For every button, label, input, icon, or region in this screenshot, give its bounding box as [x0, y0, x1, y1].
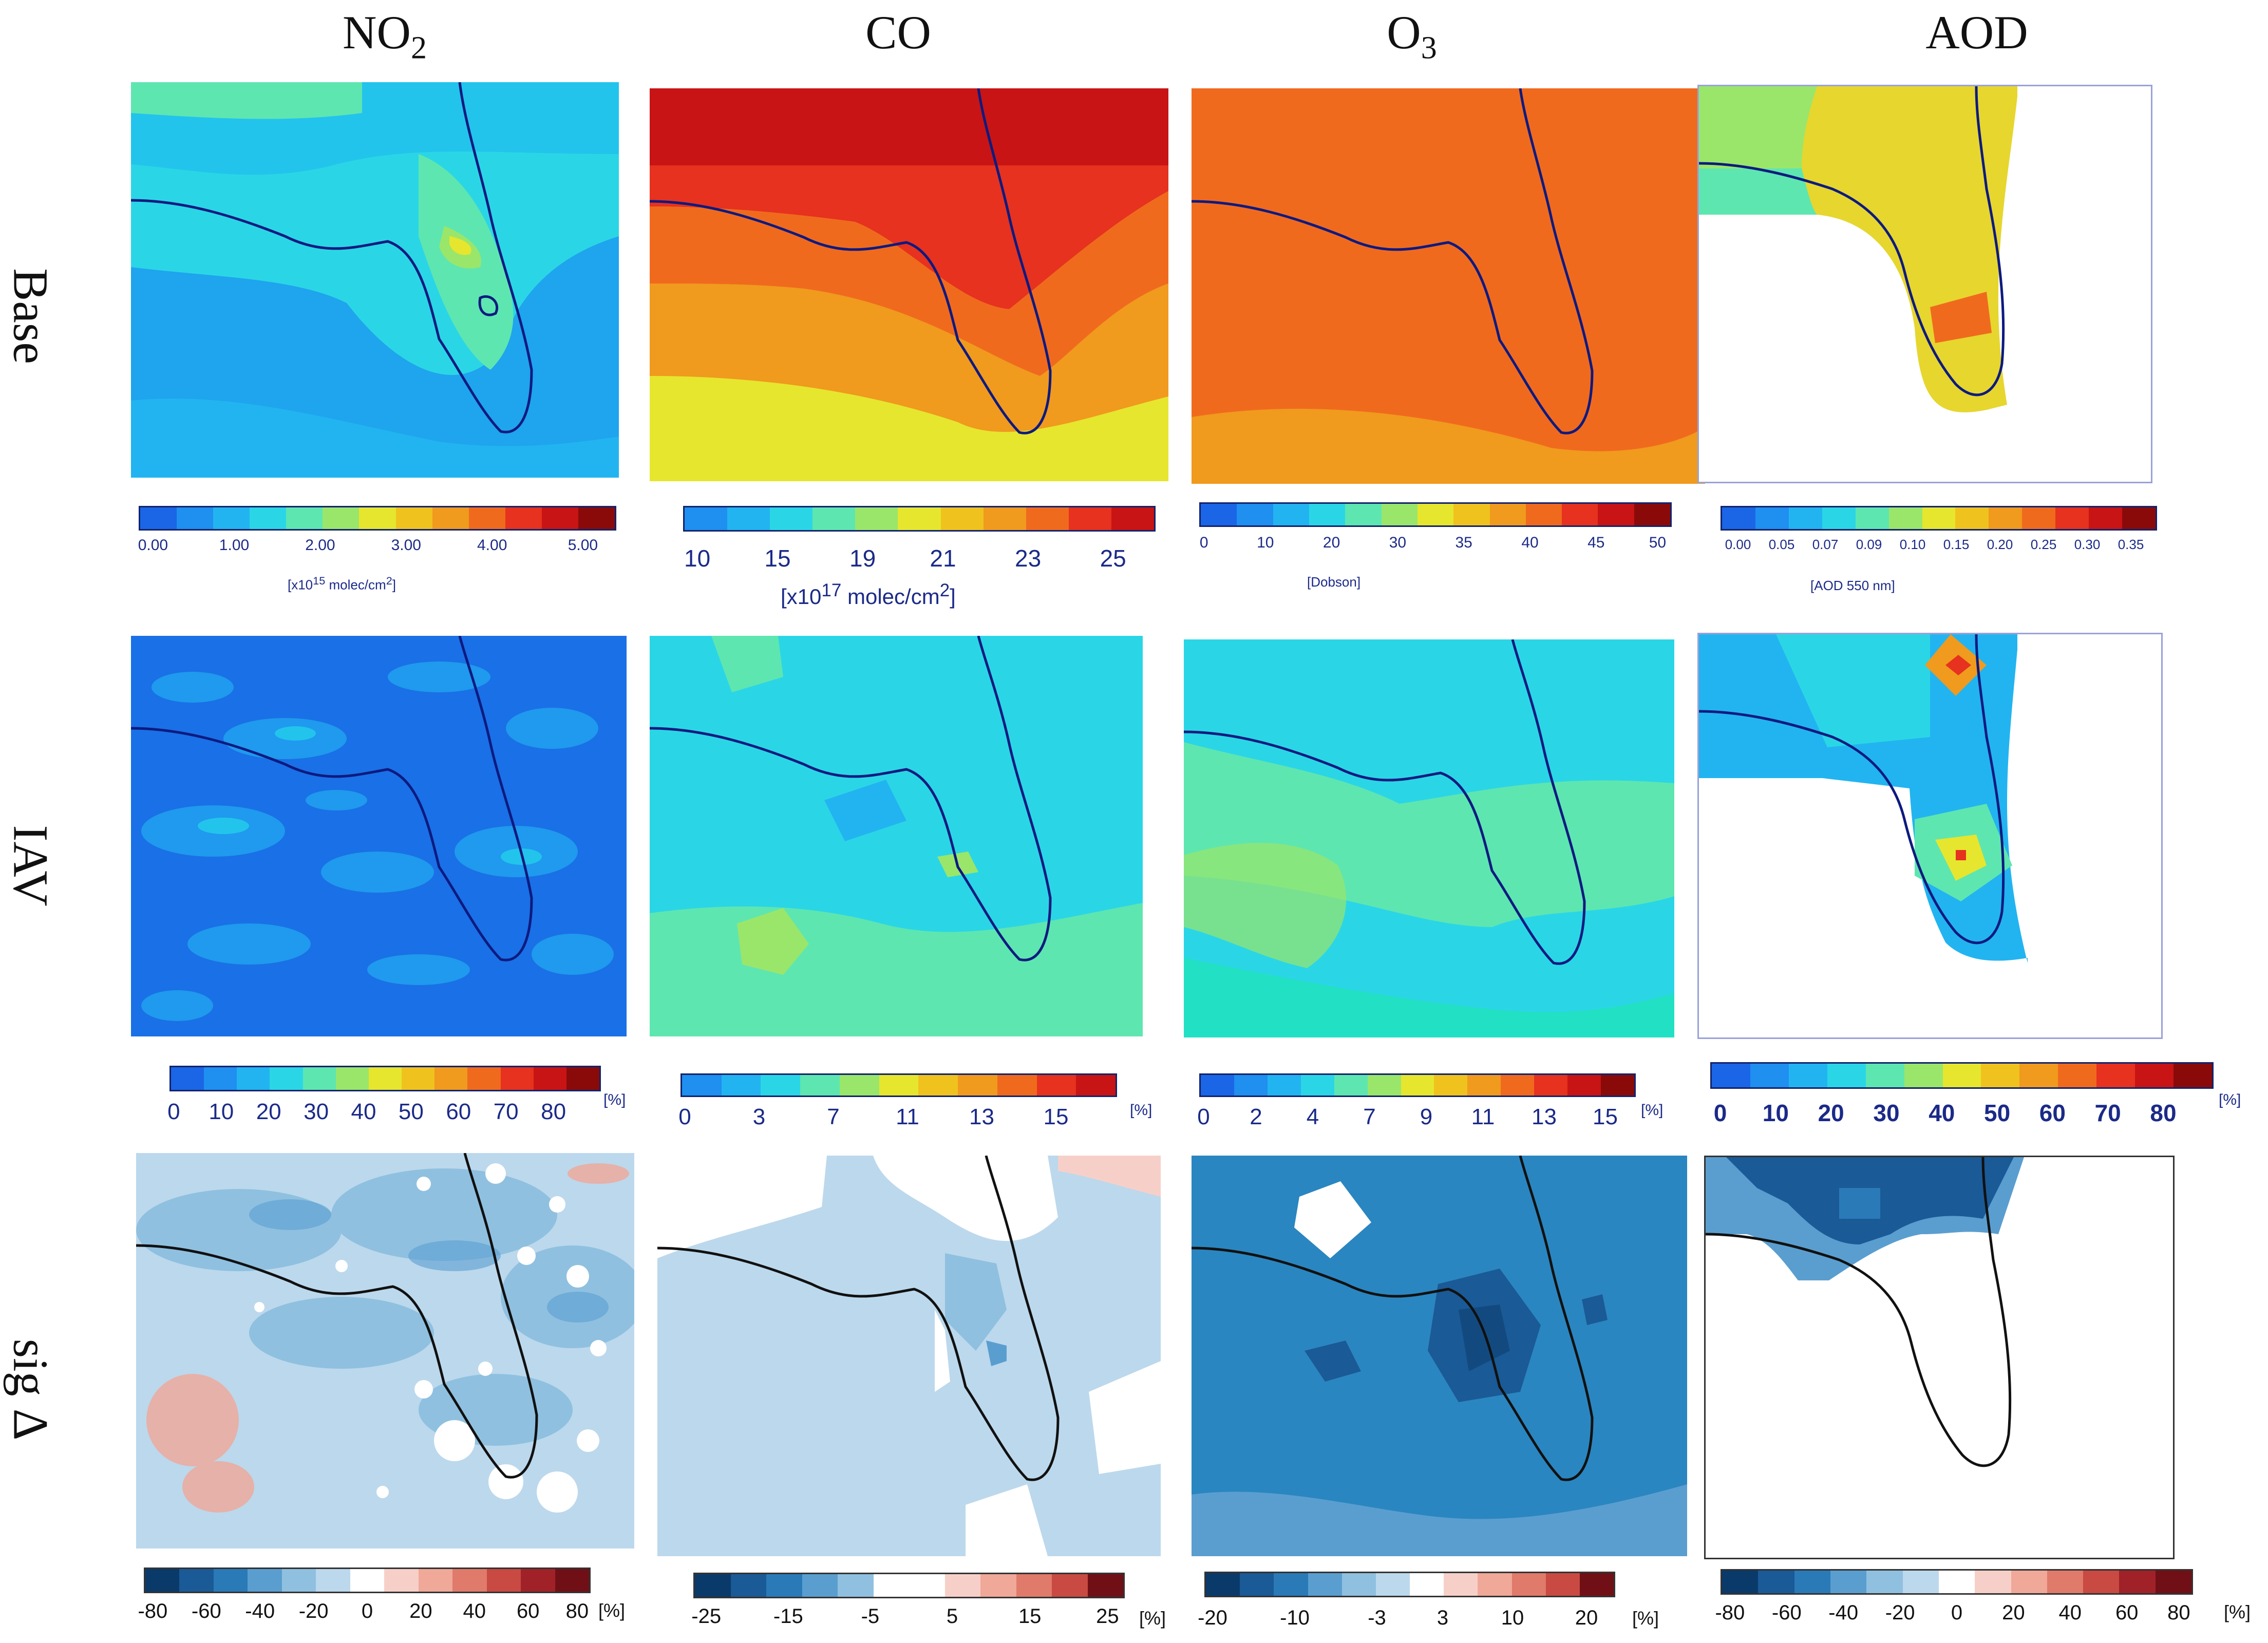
unit-sig-co: [%] [1139, 1608, 1166, 1629]
ticks-sig-no2: -80 -60 -40 -20 0 20 40 60 80 [138, 1600, 589, 1622]
colorbar-iav-co [681, 1073, 1117, 1097]
ticks-iav-no2: 0 10 20 30 40 50 60 70 80 [167, 1099, 566, 1124]
map-sig-o3 [1192, 1156, 1687, 1556]
colorbar-sig-co [693, 1573, 1125, 1598]
map-base-co [650, 88, 1168, 481]
ticks-iav-o3: 0 2 4 7 9 11 13 15 [1197, 1104, 1618, 1129]
colorbar-sig-aod [1721, 1569, 2193, 1595]
unit-iav-o3: [%] [1641, 1102, 1664, 1119]
column-title-aod: AOD [1925, 6, 2028, 59]
colorbar-sig-no2 [144, 1568, 591, 1593]
map-iav-no2 [131, 636, 627, 1036]
colorbar-iav-aod [1710, 1062, 2214, 1089]
ticks-sig-aod: -80 -60 -40 -20 0 20 40 60 80 [1715, 1601, 2190, 1624]
map-sig-co [657, 1156, 1161, 1556]
ticks-iav-aod: 0 10 20 30 40 50 60 70 80 [1713, 1100, 2177, 1126]
unit-sig-aod: [%] [2224, 1601, 2251, 1622]
unit-sig-no2: [%] [598, 1600, 626, 1621]
unit-base-o3: [Dobson] [1307, 574, 1361, 590]
column-title-no2: NO2 [343, 6, 427, 66]
ticks-base-o3: 0 10 20 30 35 40 45 50 [1199, 534, 1667, 551]
map-sig-no2 [136, 1153, 634, 1548]
map-iav-co [650, 636, 1143, 1036]
unit-iav-no2: [%] [603, 1091, 626, 1108]
colorbar-iav-o3 [1199, 1073, 1636, 1097]
unit-base-aod: [AOD 550 nm] [1810, 578, 1895, 593]
ticks-base-aod: 0.00 0.05 0.07 0.09 0.10 0.15 0.20 0.25 0.30 0.35 [1725, 537, 2144, 552]
ticks-base-no2: 0.00 1.00 2.00 3.00 4.00 5.00 [138, 537, 598, 554]
unit-iav-aod: [%] [2219, 1091, 2241, 1108]
map-base-aod [1697, 85, 2152, 483]
row-title-base: Base [3, 268, 59, 364]
colorbar-base-co [683, 506, 1156, 532]
colorbar-base-aod [1721, 506, 2157, 531]
map-base-no2 [131, 82, 619, 478]
colorbar-base-o3 [1199, 502, 1672, 527]
map-iav-aod [1697, 633, 2163, 1039]
unit-base-no2: [x1015 molec/cm2] [288, 574, 396, 593]
colorbar-base-no2 [139, 506, 616, 531]
map-base-o3 [1192, 88, 1705, 484]
map-sig-aod [1704, 1156, 2175, 1559]
colorbar-iav-no2 [169, 1066, 601, 1091]
unit-iav-co: [%] [1130, 1102, 1152, 1119]
unit-base-co: [x1017 molec/cm2] [781, 580, 956, 609]
ticks-iav-co: 0 3 7 11 13 15 [678, 1104, 1069, 1129]
colorbar-sig-o3 [1204, 1572, 1615, 1597]
unit-sig-o3: [%] [1632, 1608, 1659, 1629]
map-iav-o3 [1184, 639, 1674, 1037]
column-title-o3: O3 [1387, 6, 1437, 66]
ticks-sig-o3: -20 -10 -3 3 10 20 [1198, 1607, 1598, 1629]
ticks-base-co: 10 15 19 21 23 25 [684, 545, 1126, 572]
ticks-sig-co: -25 -15 -5 5 15 25 [691, 1605, 1119, 1628]
row-title-iav: IAV [3, 825, 59, 907]
row-title-sig-delta: sig Δ [3, 1338, 59, 1441]
column-title-co: CO [865, 6, 931, 59]
